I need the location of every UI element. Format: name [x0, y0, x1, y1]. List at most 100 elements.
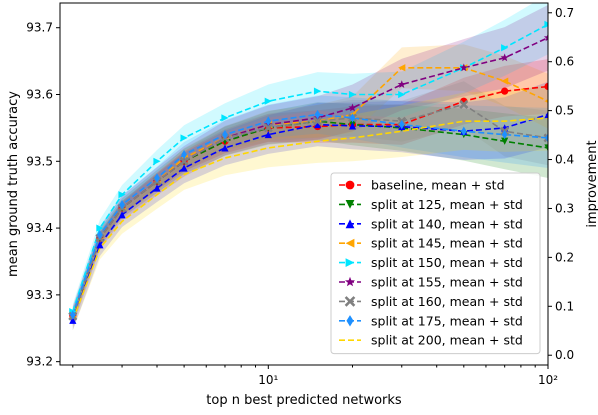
- legend-marker-split-at-160-mean-std: [344, 296, 356, 307]
- data-point-split-at-160-mean-std-4: [179, 156, 189, 166]
- data-point-split-at-140-mean-std-8: [348, 122, 357, 130]
- data-point-split-at-155-mean-std-11: [500, 53, 509, 62]
- legend-marker-baseline-mean-std: [345, 180, 355, 190]
- std-band-split-at-145-mean-std: [72, 44, 548, 321]
- legend-marker-split-at-175-mean-std: [346, 315, 354, 327]
- right-tick-label: 0.7: [555, 6, 574, 20]
- data-point-split-at-145-mean-std-12: [544, 99, 548, 103]
- data-point-split-at-150-mean-std-1: [96, 224, 104, 232]
- legend-label-baseline-mean-std: baseline, mean + std: [371, 178, 505, 193]
- right-tick-label: 0.0: [555, 348, 574, 362]
- legend-marker-split-at-125-mean-std: [345, 200, 355, 209]
- right-axis-label: improvement: [585, 140, 598, 227]
- y-axis-label: mean ground truth accuracy: [6, 91, 21, 277]
- x-axis-label: top n best predicted networks: [206, 393, 402, 408]
- data-point-split-at-155-mean-std-9: [397, 80, 406, 88]
- data-point-split-at-155-mean-std-8: [348, 103, 357, 112]
- data-point-split-at-160-mean-std-6: [263, 123, 273, 133]
- right-tick-label: 0.5: [555, 104, 574, 118]
- x-tick-label: 10¹: [258, 373, 278, 387]
- data-point-split-at-125-mean-std-11: [501, 137, 509, 145]
- data-point-split-at-160-mean-std-10: [459, 100, 469, 110]
- data-point-split-at-150-mean-std-4: [180, 134, 188, 142]
- data-point-split-at-175-mean-std-6: [265, 116, 272, 126]
- data-point-split-at-140-mean-std-3: [153, 184, 161, 192]
- data-point-split-at-150-mean-std-11: [501, 44, 509, 52]
- y-tick-label: 93.4: [26, 221, 53, 235]
- legend-label-split-at-155-mean-std: split at 155, mean + std: [371, 275, 523, 290]
- legend-label-split-at-200-mean-std: split at 200, mean + std: [371, 333, 523, 348]
- data-point-split-at-160-mean-std-12: [543, 133, 548, 143]
- data-point-split-at-140-mean-std-7: [313, 120, 322, 129]
- data-point-split-at-150-mean-std-7: [313, 87, 322, 95]
- x-axis: 10¹ 10²: [72, 365, 558, 387]
- data-point-split-at-150-mean-std-8: [348, 90, 357, 99]
- legend-label-split-at-125-mean-std: split at 125, mean + std: [371, 197, 523, 212]
- legend-label-split-at-140-mean-std: split at 140, mean + std: [371, 216, 523, 231]
- legend-marker-split-at-150-mean-std: [345, 258, 355, 267]
- data-point-split-at-140-mean-std-12: [544, 110, 548, 119]
- std-band-split-at-200-mean-std: [72, 85, 548, 331]
- y-tick-label: 93.5: [26, 154, 53, 168]
- legend-label-split-at-145-mean-std: split at 145, mean + std: [371, 236, 523, 251]
- legend-label-split-at-160-mean-std: split at 160, mean + std: [371, 294, 523, 309]
- data-point-split-at-140-mean-std-5: [221, 144, 229, 152]
- std-band-split-at-155-mean-std: [72, 5, 548, 327]
- data-point-split-at-175-mean-std-9: [398, 119, 405, 130]
- data-point-baseline-mean-std-12: [544, 82, 548, 91]
- legend: baseline, mean + std split at 125, mean +…: [330, 172, 541, 355]
- std-band-split-at-175-mean-std: [72, 95, 548, 323]
- data-point-split-at-145-mean-std-9: [398, 64, 406, 72]
- right-tick-label: 0.2: [555, 250, 574, 264]
- data-point-split-at-145-mean-std-11: [501, 77, 509, 85]
- data-point-split-at-175-mean-std-1: [97, 230, 103, 240]
- data-point-baseline-mean-std-11: [501, 87, 509, 95]
- data-point-split-at-175-mean-std-11: [501, 129, 508, 140]
- data-point-split-at-140-mean-std-4: [180, 164, 188, 172]
- series-markers: [68, 20, 548, 324]
- data-point-split-at-140-mean-std-2: [118, 211, 126, 219]
- right-tick-label: 0.4: [555, 153, 574, 167]
- right-tick-label: 0.1: [555, 299, 574, 313]
- std-band-split-at-160-mean-std: [72, 81, 548, 321]
- data-point-split-at-175-mean-std-3: [154, 173, 160, 183]
- std-band-split-at-125-mean-std: [72, 102, 548, 324]
- data-point-split-at-155-mean-std-10: [459, 63, 468, 72]
- data-point-split-at-155-mean-std-12: [543, 33, 548, 42]
- data-point-split-at-125-mean-std-12: [544, 144, 548, 152]
- data-point-split-at-140-mean-std-1: [96, 241, 104, 249]
- legend-marker-split-at-155-mean-std: [345, 276, 355, 287]
- legend-marker-split-at-145-mean-std: [345, 238, 355, 248]
- data-point-split-at-140-mean-std-6: [264, 130, 272, 139]
- data-point-split-at-175-mean-std-4: [181, 149, 187, 160]
- legend-box: [330, 172, 541, 355]
- left-axis: 93.2 93.3 93.4 93.5 93.6 93.7: [26, 21, 60, 369]
- y-tick-label: 93.2: [26, 355, 53, 369]
- y-tick-label: 93.7: [26, 21, 53, 35]
- legend-label-split-at-150-mean-std: split at 150, mean + std: [371, 255, 523, 270]
- data-point-split-at-175-mean-std-8: [349, 113, 356, 123]
- legend-marker-split-at-140-mean-std: [345, 219, 355, 229]
- data-point-split-at-175-mean-std-5: [222, 129, 228, 140]
- data-point-split-at-175-mean-std-7: [314, 109, 321, 120]
- data-point-split-at-150-mean-std-6: [264, 97, 272, 105]
- series-line-split-at-200-mean-std: [72, 117, 548, 321]
- data-point-split-at-160-mean-std-7: [313, 116, 323, 126]
- data-point-split-at-175-mean-std-12: [545, 133, 548, 143]
- data-point-split-at-150-mean-std-5: [221, 114, 229, 122]
- data-point-split-at-175-mean-std-0: [69, 310, 76, 320]
- right-tick-label: 0.3: [555, 201, 574, 215]
- right-tick-label: 0.6: [555, 55, 574, 69]
- right-axis: 0.0 0.1 0.2 0.3 0.4 0.5 0.6 0.7: [548, 6, 574, 362]
- std-band-baseline-mean-std: [72, 59, 548, 321]
- data-point-split-at-150-mean-std-9: [398, 90, 406, 99]
- y-tick-label: 93.6: [26, 88, 53, 102]
- data-point-split-at-150-mean-std-2: [118, 191, 126, 199]
- y-tick-label: 93.3: [26, 288, 53, 302]
- data-point-split-at-150-mean-std-3: [153, 157, 161, 165]
- data-point-split-at-140-mean-std-0: [69, 316, 77, 324]
- data-point-split-at-150-mean-std-12: [544, 20, 548, 28]
- legend-label-split-at-175-mean-std: split at 175, mean + std: [371, 313, 523, 328]
- x-tick-label: 10²: [538, 373, 558, 387]
